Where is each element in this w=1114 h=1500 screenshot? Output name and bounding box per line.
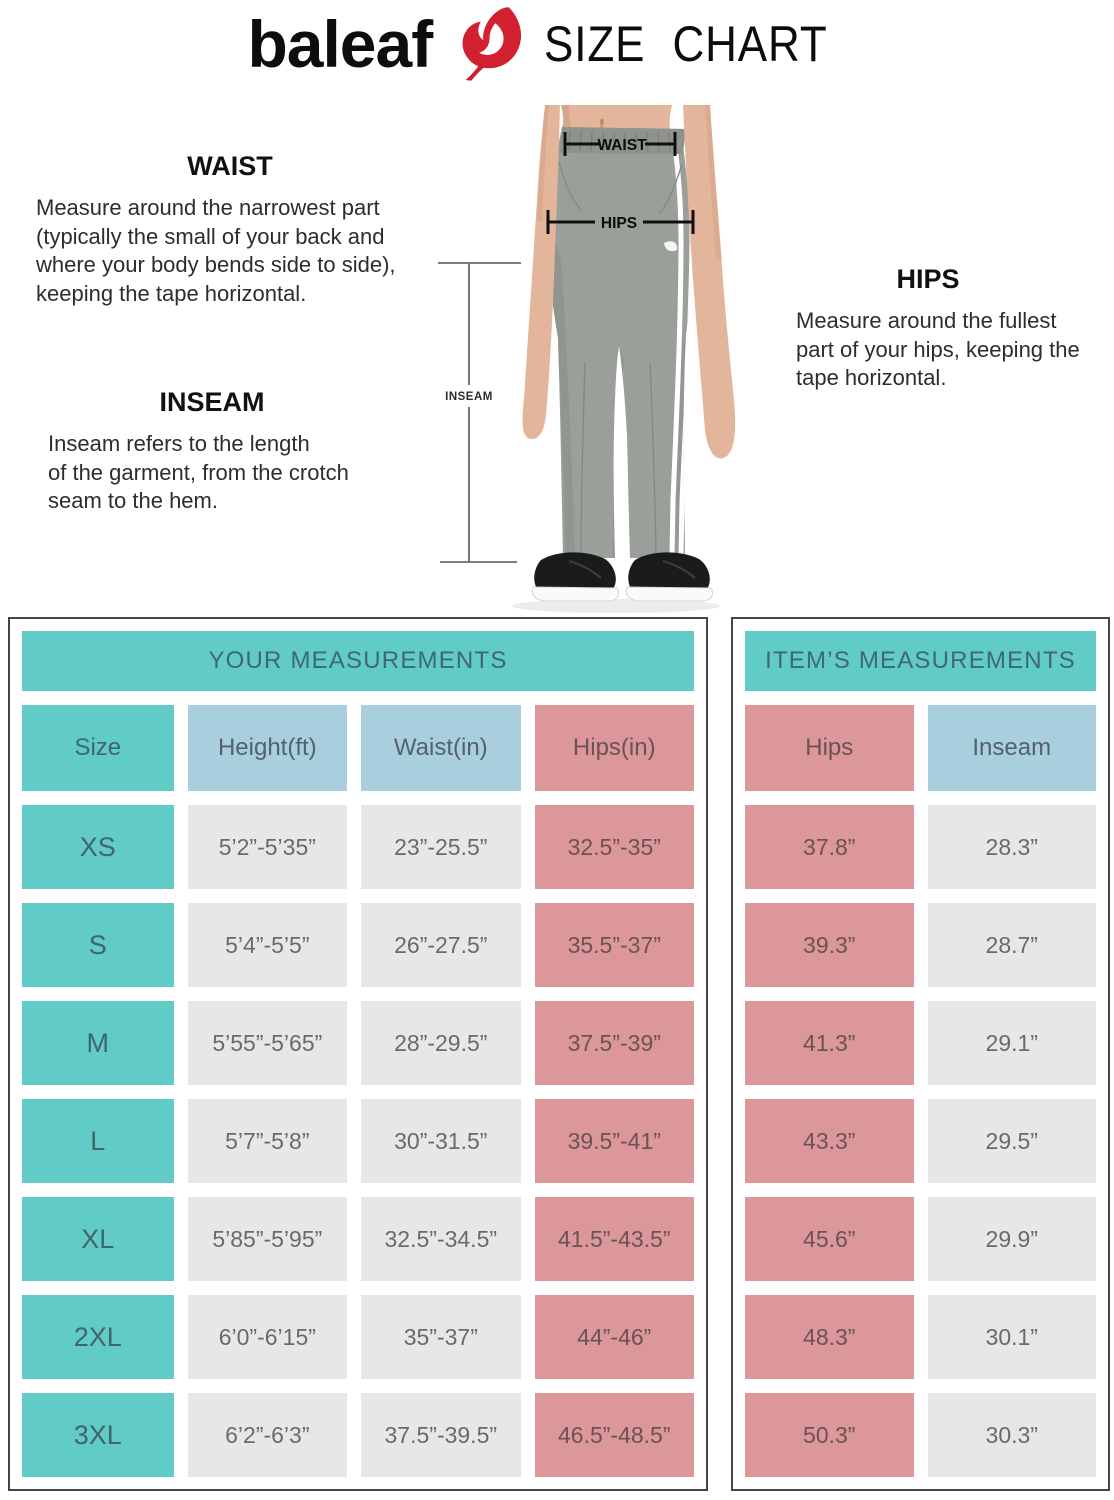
table-cell: XS <box>22 805 174 889</box>
table-cell: 3XL <box>22 1393 174 1477</box>
hips-description-title: HIPS <box>896 264 960 294</box>
table-cell: 26”-27.5” <box>361 903 521 987</box>
item-measurements-title: ITEM’S MEASUREMENTS <box>745 631 1096 691</box>
table-cell: 6’2”-6’3” <box>187 1393 348 1477</box>
waist-description-title: WAIST <box>187 151 273 181</box>
your-measurements-table: YOUR MEASUREMENTS Size Height(ft) Waist(in… <box>8 617 708 1491</box>
table-cell: 37.5”-39” <box>534 1001 694 1085</box>
brand-leaf-icon <box>462 7 522 81</box>
table-cell: L <box>22 1099 174 1183</box>
right-arm <box>683 105 736 459</box>
table-cell: 5’2”-5’35” <box>187 805 348 889</box>
item-measurements-grid: ITEM’S MEASUREMENTS Hips Inseam 37.8” 28.3”… <box>733 619 1108 1489</box>
waistband <box>559 127 686 154</box>
table-cell: 29.9” <box>927 1197 1096 1281</box>
brand-name: baleaf <box>247 7 433 81</box>
inseam-measure-line <box>438 262 521 563</box>
right-shoe <box>628 552 710 589</box>
column-header: Waist(in) <box>361 705 521 791</box>
table-cell: 35”-37” <box>361 1295 521 1379</box>
ground-shadow <box>512 599 720 613</box>
page-title: SIZE CHART <box>544 16 828 72</box>
table-cell: 30.3” <box>927 1393 1096 1477</box>
table-cell: 37.5”-39.5” <box>361 1393 521 1477</box>
table-cell: 32.5”-35” <box>534 805 694 889</box>
item-measurements-table: ITEM’S MEASUREMENTS Hips Inseam 37.8” 28.3”… <box>731 617 1110 1491</box>
table-cell: 39.3” <box>745 903 914 987</box>
inseam-description: INSEAM Inseam refers to the length of th… <box>42 386 384 516</box>
waist-annotation-label: WAIST <box>597 137 647 154</box>
table-cell: M <box>22 1001 174 1085</box>
table-cell: 23”-25.5” <box>361 805 521 889</box>
table-cell: 28”-29.5” <box>361 1001 521 1085</box>
column-header: Height(ft) <box>187 705 348 791</box>
table-cell: 43.3” <box>745 1099 914 1183</box>
table-cell: 29.5” <box>927 1099 1096 1183</box>
table-cell: 2XL <box>22 1295 174 1379</box>
left-arm <box>522 105 560 440</box>
arms <box>522 105 736 459</box>
table-cell: 29.1” <box>927 1001 1096 1085</box>
table-cell: 39.5”-41” <box>534 1099 694 1183</box>
hips-description-body: Measure around the fullest part of your … <box>796 307 1080 391</box>
table-cell: 5’7”-5’8” <box>187 1099 348 1183</box>
table-cell: 30.1” <box>927 1295 1096 1379</box>
your-measurements-title: YOUR MEASUREMENTS <box>22 631 694 691</box>
model-figure: WAIST HIPS INSEAM <box>438 105 736 613</box>
column-header: Hips(in) <box>534 705 694 791</box>
pants-logo <box>664 241 678 252</box>
hips-annotation-label: HIPS <box>601 215 637 232</box>
table-cell: 50.3” <box>745 1393 914 1477</box>
pants <box>548 127 695 558</box>
table-cell: 6’0”-6’15” <box>187 1295 348 1379</box>
table-cell: 44”-46” <box>534 1295 694 1379</box>
inseam-annotation-label: INSEAM <box>445 391 493 403</box>
table-cell: 5’4”-5’5” <box>187 903 348 987</box>
your-measurements-grid: YOUR MEASUREMENTS Size Height(ft) Waist(in… <box>10 619 706 1489</box>
table-cell: 35.5”-37” <box>534 903 694 987</box>
table-cell: S <box>22 903 174 987</box>
inseam-description-body: Inseam refers to the length of the garme… <box>48 430 349 514</box>
table-cell: 41.5”-43.5” <box>534 1197 694 1281</box>
table-cell: 30”-31.5” <box>361 1099 521 1183</box>
waist-measure-line <box>563 132 677 156</box>
table-cell: 48.3” <box>745 1295 914 1379</box>
hips-measure-line <box>546 210 695 234</box>
column-header: Inseam <box>927 705 1096 791</box>
table-cell: 28.7” <box>927 903 1096 987</box>
table-cell: 37.8” <box>745 805 914 889</box>
table-cell: 41.3” <box>745 1001 914 1085</box>
navel <box>600 118 604 126</box>
table-cell: XL <box>22 1197 174 1281</box>
column-header: Hips <box>745 705 914 791</box>
table-cell: 28.3” <box>927 805 1096 889</box>
column-header: Size <box>22 705 174 791</box>
table-cell: 5’85”-5’95” <box>187 1197 348 1281</box>
table-cell: 45.6” <box>745 1197 914 1281</box>
left-shoe <box>534 552 616 589</box>
torso <box>561 105 672 129</box>
waist-description: WAIST Measure around the narrowest part … <box>30 150 450 309</box>
header: baleaf SIZE CHART <box>0 4 1114 84</box>
table-cell: 5’55”-5’65” <box>187 1001 348 1085</box>
hips-description: HIPS Measure around the fullest part of … <box>780 263 1108 393</box>
inseam-description-title: INSEAM <box>159 387 265 417</box>
waist-description-body: Measure around the narrowest part (typic… <box>36 194 396 307</box>
table-cell: 32.5”-34.5” <box>361 1197 521 1281</box>
table-cell: 46.5”-48.5” <box>534 1393 694 1477</box>
shoes <box>531 552 714 602</box>
